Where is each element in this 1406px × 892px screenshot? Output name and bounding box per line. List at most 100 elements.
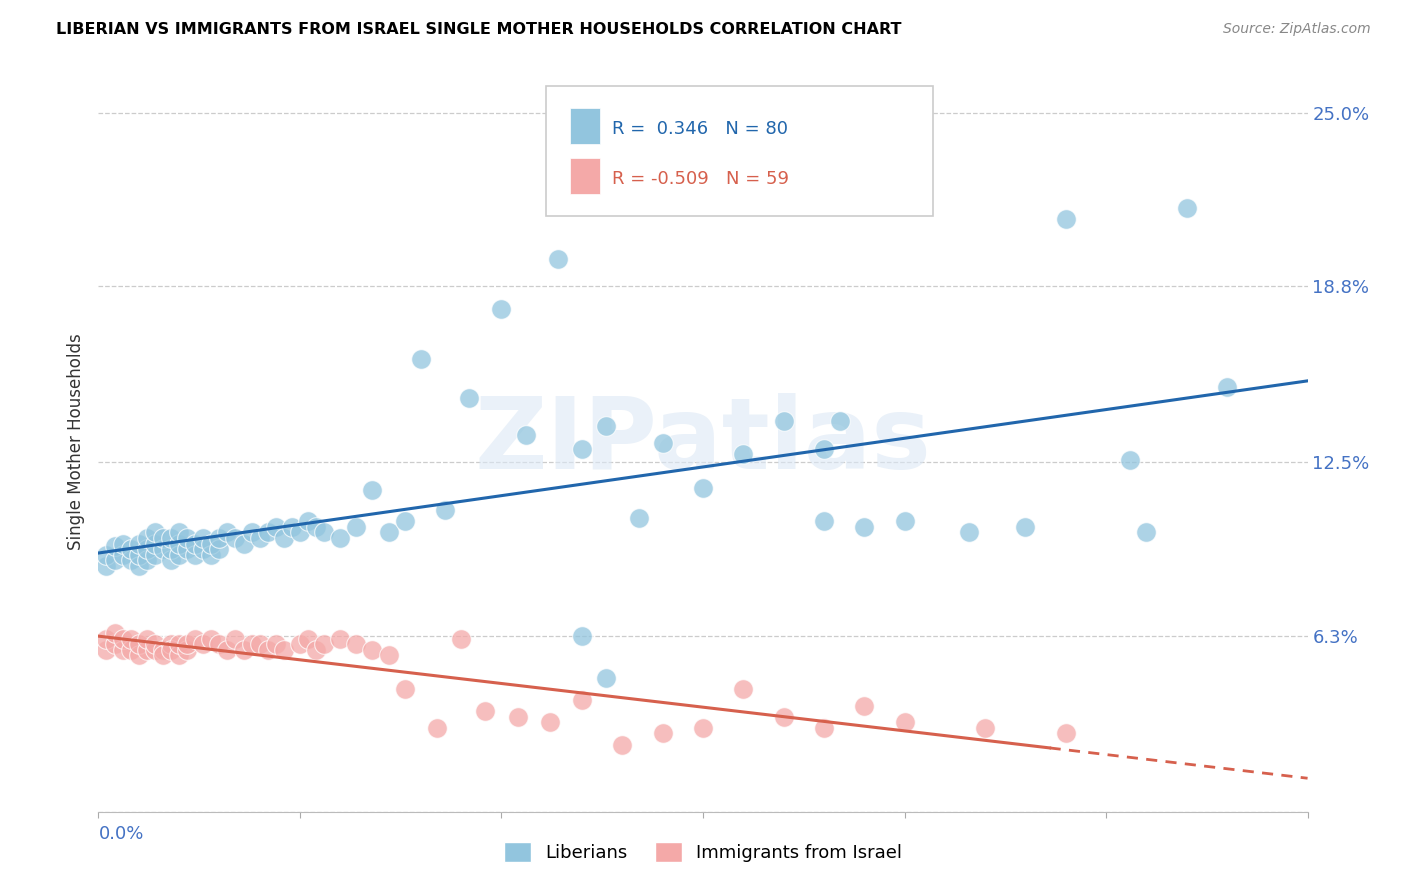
Point: [176, 542, 198, 557]
Point: [1175, 201, 1198, 215]
Point: [232, 642, 254, 657]
Point: [103, 626, 125, 640]
Point: [853, 698, 876, 713]
Point: [256, 642, 278, 657]
Point: [208, 542, 231, 557]
Point: [651, 436, 673, 450]
Point: [167, 648, 190, 663]
Point: [1014, 520, 1036, 534]
Point: [595, 419, 617, 434]
Point: [111, 642, 134, 657]
Point: [458, 391, 481, 405]
Point: [143, 536, 166, 550]
Point: [135, 542, 157, 557]
Point: [167, 525, 190, 540]
Point: [491, 301, 513, 316]
Point: [434, 503, 457, 517]
Point: [772, 414, 794, 428]
Point: [103, 637, 125, 651]
Legend: Liberians, Immigrants from Israel: Liberians, Immigrants from Israel: [496, 834, 910, 870]
Point: [96, 632, 118, 646]
Point: [111, 548, 134, 562]
Point: [595, 671, 617, 685]
Point: [200, 536, 222, 550]
Point: [813, 514, 835, 528]
Point: [176, 531, 198, 545]
Point: [120, 642, 142, 657]
Point: [733, 681, 755, 696]
Point: [184, 536, 207, 550]
Point: [853, 520, 876, 534]
Point: [224, 531, 246, 545]
Point: [143, 525, 166, 540]
Point: [813, 721, 835, 735]
Point: [344, 520, 367, 534]
Point: [1119, 452, 1142, 467]
Point: [135, 632, 157, 646]
Point: [273, 531, 295, 545]
Point: [160, 553, 183, 567]
Point: [571, 693, 593, 707]
Point: [288, 637, 311, 651]
Point: [273, 642, 295, 657]
Point: [200, 632, 222, 646]
Point: [692, 721, 714, 735]
Text: LIBERIAN VS IMMIGRANTS FROM ISRAEL SINGLE MOTHER HOUSEHOLDS CORRELATION CHART: LIBERIAN VS IMMIGRANTS FROM ISRAEL SINGL…: [56, 22, 901, 37]
Point: [651, 726, 673, 740]
Point: [217, 642, 239, 657]
Point: [120, 553, 142, 567]
Point: [152, 531, 174, 545]
Point: [160, 531, 183, 545]
FancyBboxPatch shape: [546, 87, 932, 216]
Text: ZIPatlas: ZIPatlas: [475, 393, 931, 490]
Point: [152, 542, 174, 557]
Point: [772, 710, 794, 724]
Point: [377, 525, 399, 540]
Point: [344, 637, 367, 651]
Point: [208, 531, 231, 545]
Point: [193, 542, 215, 557]
Point: [1135, 525, 1157, 540]
Point: [135, 553, 157, 567]
Point: [1054, 726, 1077, 740]
Point: [450, 632, 472, 646]
Point: [120, 632, 142, 646]
Point: [547, 252, 569, 266]
Point: [128, 637, 150, 651]
Point: [167, 536, 190, 550]
Point: [176, 642, 198, 657]
Text: R = -0.509   N = 59: R = -0.509 N = 59: [613, 169, 789, 187]
Point: [1054, 212, 1077, 227]
Point: [974, 721, 997, 735]
Point: [893, 715, 915, 730]
Point: [184, 632, 207, 646]
Point: [103, 539, 125, 553]
Point: [627, 511, 650, 525]
Point: [96, 548, 118, 562]
Point: [167, 548, 190, 562]
Point: [314, 525, 336, 540]
Point: [224, 632, 246, 646]
Point: [571, 629, 593, 643]
Point: [96, 642, 118, 657]
Point: [377, 648, 399, 663]
Point: [264, 637, 287, 651]
Point: [893, 514, 915, 528]
Point: [297, 514, 319, 528]
Point: [281, 520, 304, 534]
Point: [409, 352, 432, 367]
Point: [264, 520, 287, 534]
Text: R =  0.346   N = 80: R = 0.346 N = 80: [613, 120, 789, 138]
Point: [813, 442, 835, 456]
Point: [193, 531, 215, 545]
Point: [249, 531, 271, 545]
Point: [571, 442, 593, 456]
Point: [193, 637, 215, 651]
Point: [305, 642, 328, 657]
Point: [111, 632, 134, 646]
Point: [361, 483, 384, 498]
Point: [515, 427, 537, 442]
Point: [329, 632, 352, 646]
Point: [128, 536, 150, 550]
Point: [305, 520, 328, 534]
